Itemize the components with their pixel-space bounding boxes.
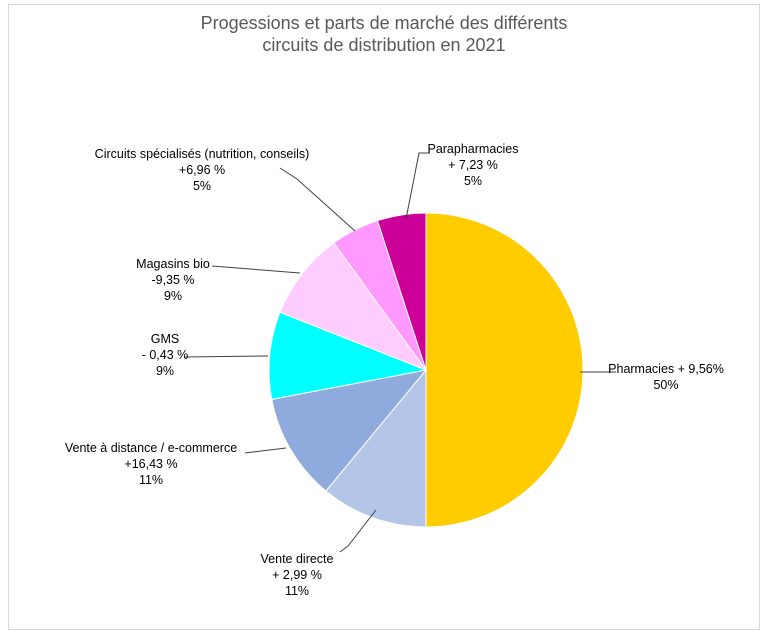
data-label-3-line-3: 11% [139, 473, 163, 487]
data-label-7-line-2: + 7,23 % [448, 158, 498, 172]
data-label-7-line-3: 5% [464, 174, 482, 188]
data-label-2-line-3: 11% [285, 584, 309, 598]
leader-lines [184, 152, 616, 553]
leader-line-6 [279, 167, 356, 232]
data-label-4-line-3: 9% [156, 364, 174, 378]
pie-slice-7 [376, 212, 427, 371]
data-label-6-line-1: Circuits spécialisés (nutrition, conseil… [95, 147, 310, 161]
data-label-6: Circuits spécialisés (nutrition, conseil… [95, 147, 310, 193]
data-label-2-line-2: + 2,99 % [272, 568, 322, 582]
data-label-2-line-1: Vente directe [261, 552, 334, 566]
leader-line-7 [405, 152, 430, 220]
data-label-2: Vente directe + 2,99 % 11% [261, 552, 334, 598]
data-label-1-line-2: 50% [653, 378, 678, 392]
data-label-1: Pharmacies + 9,56% 50% [608, 362, 724, 392]
data-label-3-line-1: Vente à distance / e-commerce [65, 441, 237, 455]
data-label-7: Parapharmacies + 7,23 % 5% [427, 142, 518, 188]
pie-slice-3 [271, 369, 428, 492]
leader-line-4 [184, 355, 269, 358]
data-label-5: Magasins bio -9,35 % 9% [136, 257, 210, 303]
pie-slice-1 [425, 212, 584, 528]
pie-slice-4 [268, 311, 428, 401]
chart-title-line-1: Progessions et parts de marché des diffé… [200, 13, 568, 33]
data-label-5-line-3: 9% [164, 289, 182, 303]
leader-line-3 [244, 447, 287, 454]
data-label-4-line-1: GMS [151, 332, 179, 346]
leader-line-5 [211, 265, 301, 274]
data-labels: Pharmacies + 9,56% 50% Vente directe + 2,99… [65, 142, 724, 598]
data-label-1-line-1: Pharmacies + 9,56% [608, 362, 724, 376]
data-label-7-line-1: Parapharmacies [427, 142, 518, 156]
pie-slice-5 [279, 242, 428, 372]
chart-title: Progessions et parts de marché des diffé… [0, 12, 768, 56]
data-label-6-line-3: 5% [193, 179, 211, 193]
data-label-5-line-1: Magasins bio [136, 257, 210, 271]
data-label-4: GMS - 0,43 % 9% [142, 332, 189, 378]
data-label-5-line-2: -9,35 % [151, 273, 194, 287]
data-label-4-line-2: - 0,43 % [142, 348, 189, 362]
pie-slices [268, 212, 584, 528]
pie-slice-2 [325, 368, 427, 528]
leader-line-2 [339, 509, 377, 553]
data-label-6-line-2: +6,96 % [179, 163, 225, 177]
chart-title-line-2: circuits de distribution en 2021 [262, 35, 506, 55]
data-label-3-line-2: +16,43 % [124, 457, 177, 471]
data-label-3: Vente à distance / e-commerce +16,43 % 11% [65, 441, 237, 487]
